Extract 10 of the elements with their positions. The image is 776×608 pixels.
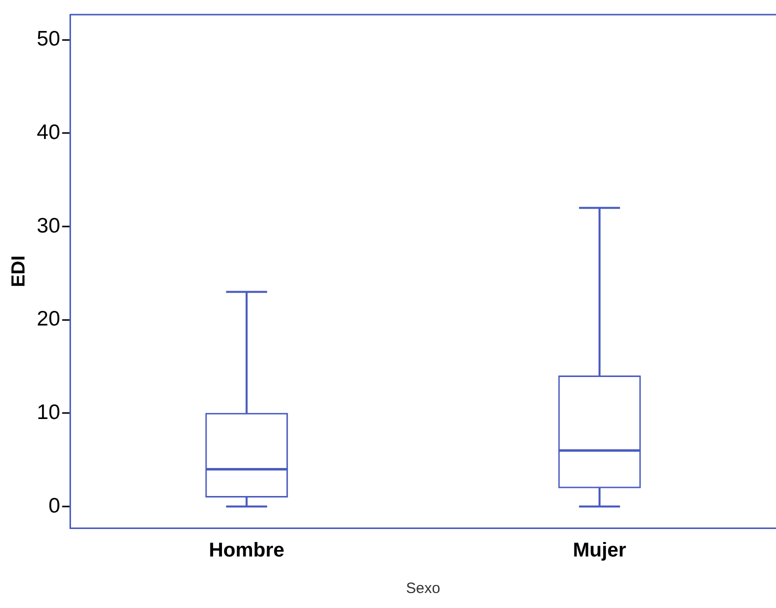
x-tick-label: Mujer [572, 540, 626, 562]
x-tick-label: Hombre [208, 540, 284, 562]
y-axis-title: EDI [8, 255, 30, 288]
x-axis-title: Sexo [406, 580, 440, 598]
y-tick-label: 40 [36, 120, 60, 144]
y-tick-label: 20 [36, 308, 60, 331]
y-tick-label: 50 [36, 28, 60, 51]
y-tick-label: 10 [36, 400, 60, 424]
y-tick-label: 0 [48, 494, 60, 518]
y-tick-label: 30 [36, 214, 60, 238]
